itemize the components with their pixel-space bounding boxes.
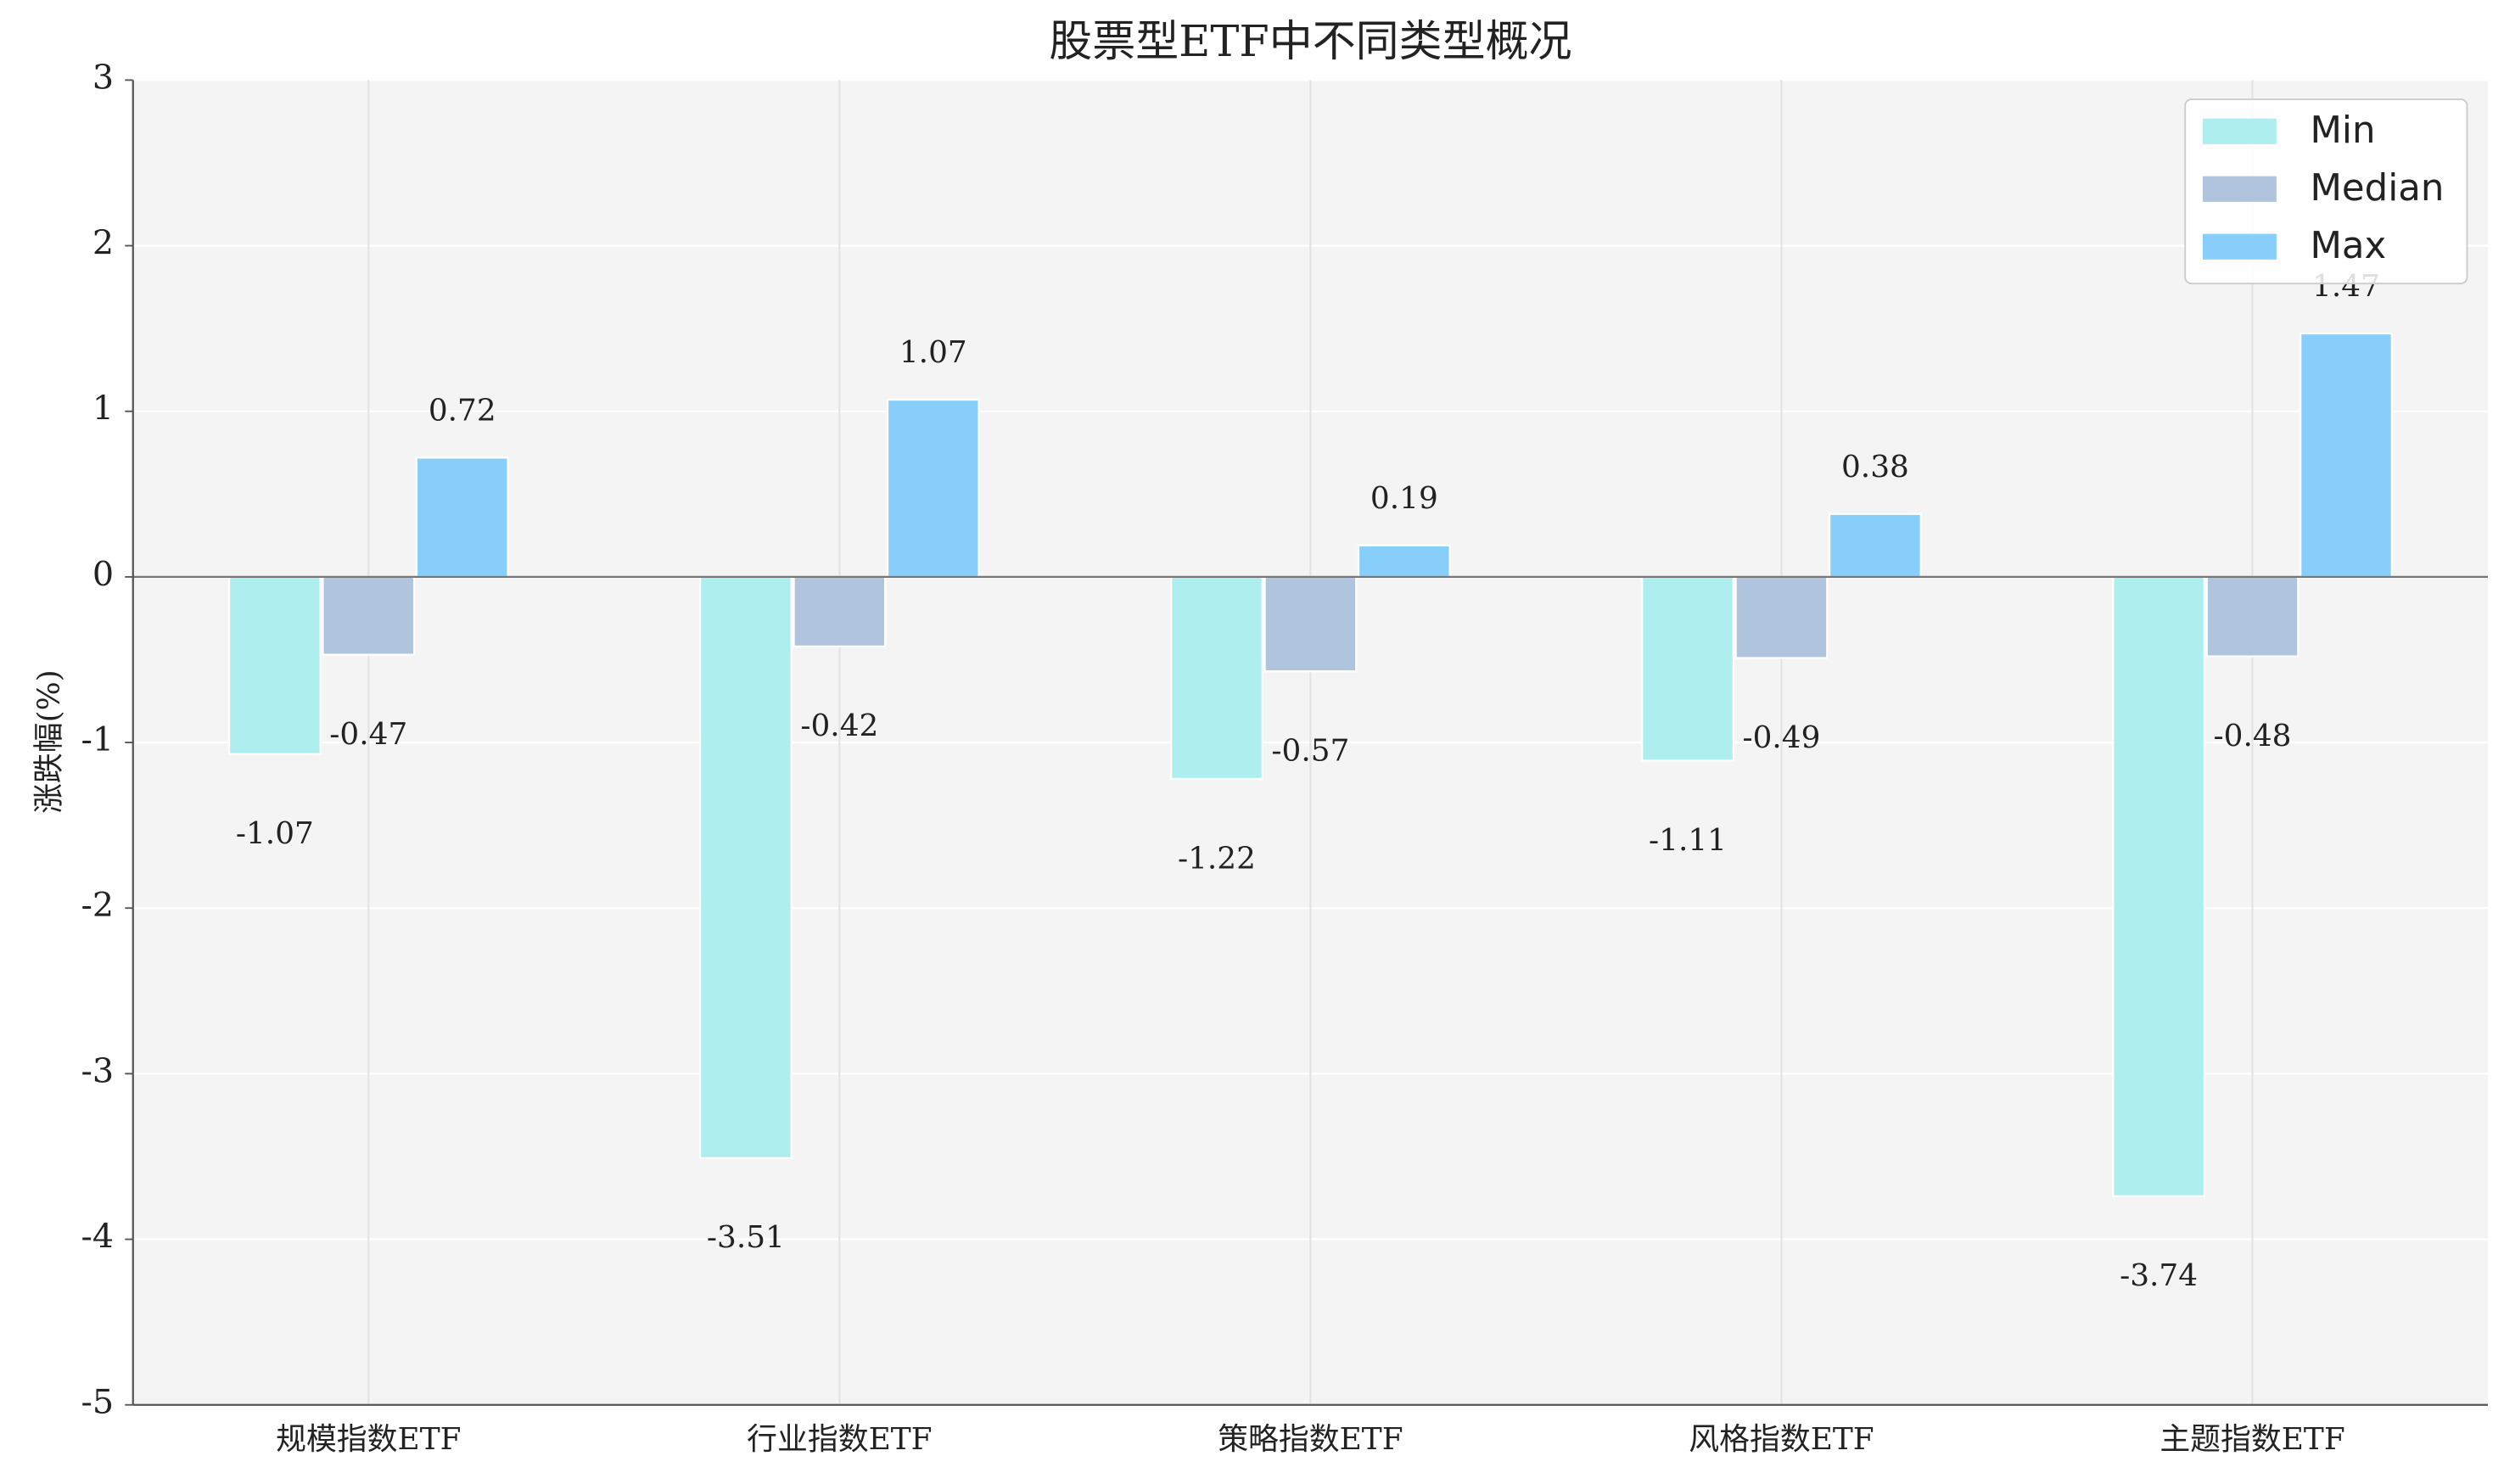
- legend-swatch: [2203, 233, 2277, 260]
- y-tick-label: -2: [81, 886, 114, 925]
- value-label: -1.22: [1178, 841, 1256, 876]
- bar: [1828, 512, 1922, 579]
- x-tick-label: 风格指数ETF: [1689, 1422, 1874, 1457]
- value-label: 1.07: [899, 335, 967, 370]
- y-tick-label: -5: [81, 1383, 114, 1422]
- legend-label: Min: [2310, 109, 2375, 152]
- value-label: -0.57: [1271, 733, 1349, 768]
- value-label: -1.07: [236, 816, 314, 851]
- y-tick-label: -3: [81, 1051, 114, 1090]
- legend-label: Max: [2310, 225, 2386, 267]
- x-tick-label: 主题指数ETF: [2159, 1422, 2344, 1457]
- value-label: -0.48: [2214, 719, 2292, 753]
- bar: [1734, 575, 1829, 659]
- bars: -1.07 -3.51 -1.22 -1.11 -3.74 -0.47 -0.42 -0.57…: [132, 269, 2489, 1293]
- legend-swatch: [2203, 176, 2277, 202]
- bar: [793, 575, 887, 648]
- value-label: -0.49: [1742, 720, 1820, 755]
- bar: [2205, 575, 2300, 658]
- bar: [1170, 575, 1263, 781]
- y-tick-label: 0: [92, 555, 114, 594]
- x-tick-label: 行业指数ETF: [747, 1422, 932, 1457]
- y-tick-label: 2: [92, 224, 114, 263]
- y-tick-label: 3: [92, 58, 114, 97]
- bar: [1641, 575, 1734, 762]
- bar: [2300, 332, 2393, 579]
- bar: [698, 575, 793, 1160]
- legend-swatch: [2203, 118, 2277, 144]
- x-tick-label: 策略指数ETF: [1218, 1422, 1403, 1457]
- y-tick-label: -4: [81, 1218, 114, 1257]
- value-label: 0.72: [429, 394, 496, 428]
- y-tick-label: 1: [92, 389, 114, 428]
- bar: [2112, 575, 2206, 1197]
- bar: [886, 398, 980, 579]
- bar: [1263, 575, 1358, 673]
- y-tick-label: -1: [81, 720, 114, 759]
- value-label: -0.47: [329, 717, 407, 752]
- value-label: 0.19: [1370, 481, 1438, 516]
- bar: [1357, 544, 1451, 579]
- bar: [227, 575, 322, 755]
- value-label: -3.51: [707, 1220, 785, 1255]
- legend: Min Median Max: [2184, 98, 2468, 285]
- value-label: -3.74: [2120, 1258, 2198, 1293]
- bar: [415, 456, 509, 579]
- x-tick-label: 规模指数ETF: [276, 1422, 461, 1457]
- value-label: -1.11: [1649, 823, 1727, 858]
- chart-title: 股票型ETF中不同类型概况: [1049, 17, 1571, 67]
- value-label: -0.42: [800, 708, 878, 743]
- value-label: 0.38: [1841, 450, 1909, 484]
- bar: [322, 575, 416, 656]
- legend-label: Median: [2310, 167, 2444, 210]
- y-axis-label: 涨跌幅(%): [31, 669, 66, 814]
